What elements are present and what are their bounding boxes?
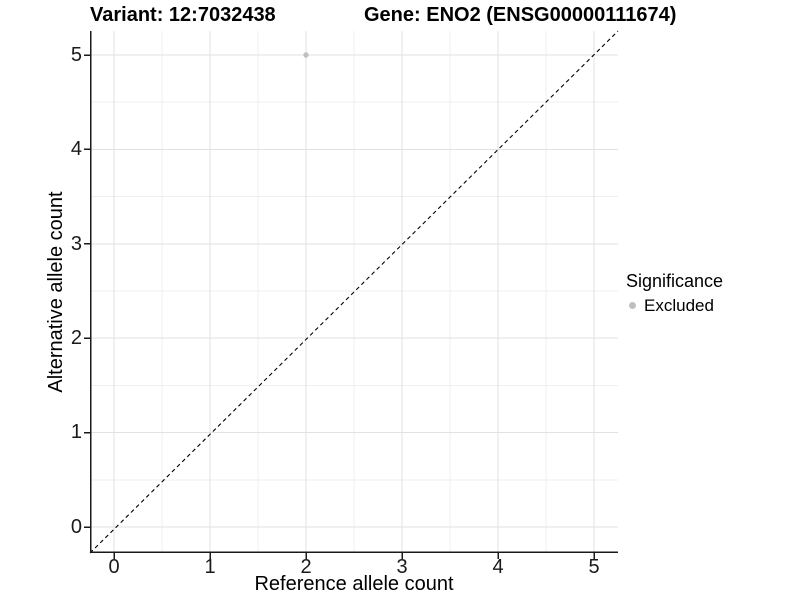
plot-panel (84, 30, 619, 559)
axis-lines (90, 31, 618, 553)
title-gene: Gene: ENO2 (ENSG00000111674) (364, 4, 677, 26)
legend: Significance Excluded (626, 270, 723, 316)
legend-title: Significance (626, 271, 724, 291)
legend-item-excluded: Excluded (626, 295, 723, 316)
x-tick-label-2: 2 (300, 556, 312, 578)
y-axis-label: Alternative allele count (45, 191, 67, 393)
x-tick-label-3: 3 (396, 556, 408, 578)
y-tick-label-3: 3 (70, 233, 82, 255)
x-tick-label-0: 0 (108, 556, 120, 578)
x-tick-label-5: 5 (588, 556, 600, 578)
legend-item-label: Excluded (644, 296, 714, 315)
y-tick-label-4: 4 (70, 138, 82, 160)
plot-svg (84, 30, 619, 559)
excluded-point-icon (629, 302, 636, 309)
y-tick-label-2: 2 (70, 327, 82, 349)
data-point (303, 52, 309, 58)
y-tick-label-5: 5 (70, 44, 82, 66)
x-tick-label-1: 1 (204, 556, 216, 578)
title-variant: Variant: 12:7032438 (90, 4, 276, 26)
x-tick-label-4: 4 (492, 556, 504, 578)
tick-marks (84, 54, 595, 559)
x-axis-label: Reference allele count (254, 573, 454, 595)
grid-minor (90, 31, 618, 553)
grid-major (90, 31, 618, 553)
y-tick-label-1: 1 (70, 421, 82, 443)
y-tick-label-0: 0 (70, 516, 82, 538)
identity-dashed-line (89, 30, 619, 554)
